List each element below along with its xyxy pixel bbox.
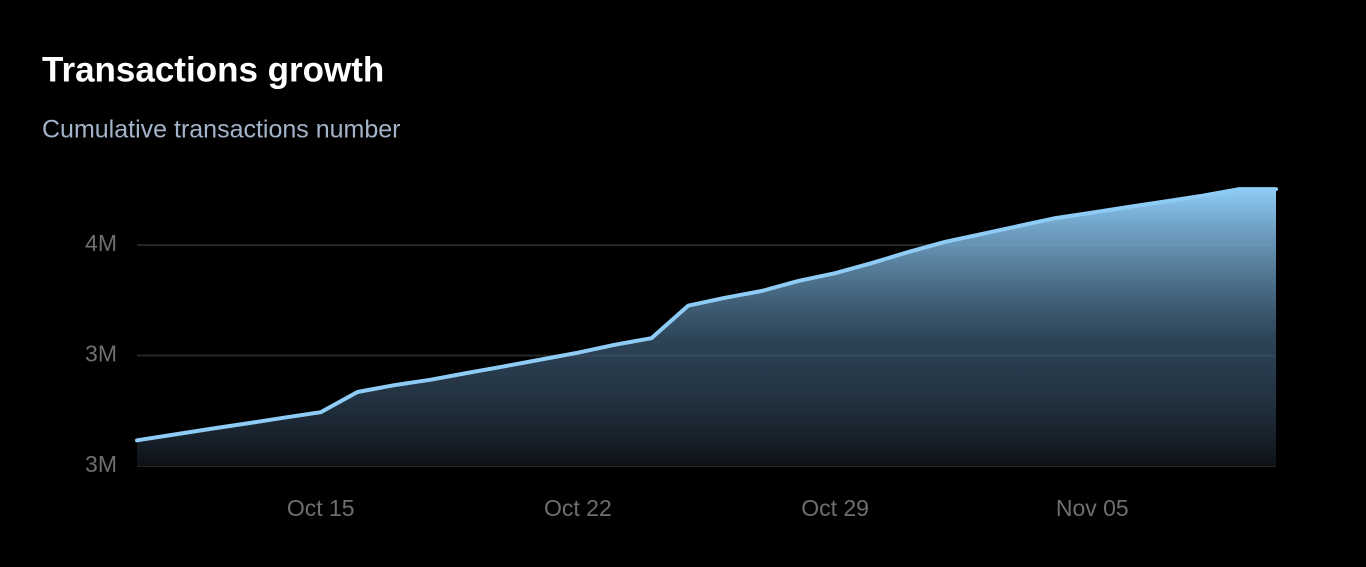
x-tick-label: Oct 22 (544, 495, 612, 521)
y-tick-label: 3M (85, 341, 117, 367)
chart-title: Transactions growth (42, 50, 384, 89)
y-tick-label: 4M (85, 230, 117, 256)
x-tick-label: Oct 15 (287, 495, 355, 521)
y-tick-label: 3M (85, 451, 117, 477)
area-line (135, 187, 1278, 443)
x-tick-label: Nov 05 (1056, 495, 1129, 521)
x-tick-label: Oct 29 (801, 495, 869, 521)
area-fill (137, 189, 1276, 466)
chart-subtitle: Cumulative transactions number (42, 116, 401, 144)
